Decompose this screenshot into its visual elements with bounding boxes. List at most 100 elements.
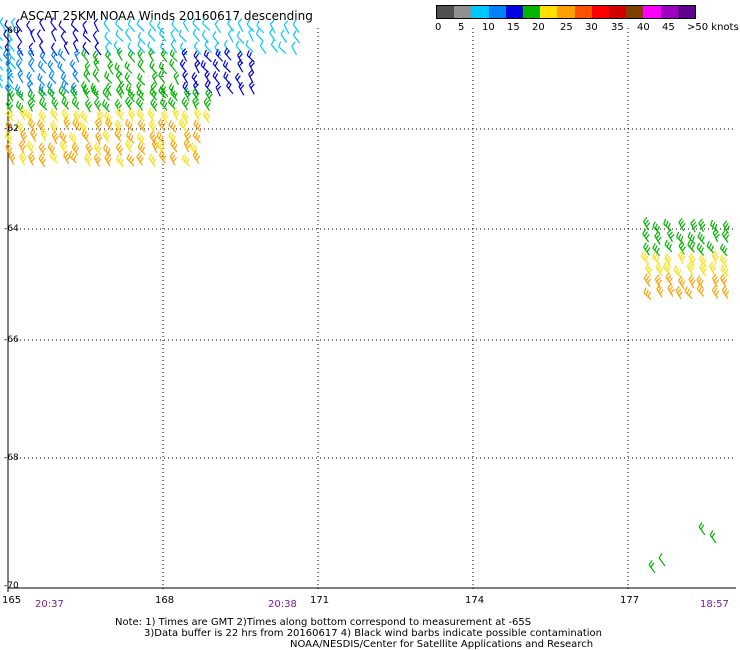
wind-barb	[15, 18, 23, 33]
wind-barb	[136, 18, 145, 32]
wind-barb	[47, 142, 56, 156]
lon-label: 177	[620, 595, 640, 606]
wind-barbs	[0, 17, 731, 574]
wind-barb	[696, 275, 704, 289]
wind-barb	[26, 140, 35, 154]
wind-barb	[94, 42, 102, 56]
wind-barb	[193, 119, 202, 133]
wind-barb	[16, 47, 23, 62]
wind-barb	[82, 20, 88, 35]
wind-barb	[171, 19, 179, 33]
wind-barb	[137, 49, 144, 63]
legend-label: 45	[662, 22, 675, 33]
wind-barb	[158, 150, 167, 164]
wind-barb	[192, 130, 201, 144]
wind-barb	[158, 85, 167, 99]
legend-swatch	[591, 6, 610, 18]
wind-barb	[687, 231, 696, 245]
wind-barb	[5, 108, 14, 122]
wind-barb	[204, 80, 213, 94]
lat-label: -60	[4, 26, 19, 36]
wind-barb	[105, 117, 113, 131]
wind-barb	[688, 274, 696, 289]
wind-barb	[57, 48, 66, 62]
wind-barb	[102, 87, 110, 101]
wind-barb	[127, 49, 136, 63]
wind-barb	[7, 88, 15, 102]
wind-barb	[49, 151, 58, 164]
wind-barb	[148, 153, 157, 167]
wind-barb	[193, 50, 201, 65]
legend-swatch	[523, 6, 541, 18]
wind-barb	[237, 58, 244, 73]
wind-barb	[126, 153, 135, 167]
wind-barb	[212, 58, 221, 72]
wind-barb	[652, 243, 660, 256]
wind-barb	[642, 228, 650, 243]
wind-barb	[102, 129, 111, 144]
wind-barb	[136, 132, 146, 146]
wind-barb	[158, 70, 166, 84]
wind-barb	[5, 99, 14, 113]
wind-barb	[202, 109, 211, 124]
legend-label: 20	[532, 22, 545, 33]
wind-barb	[114, 99, 123, 113]
wind-barb	[6, 77, 15, 90]
wind-barb	[93, 57, 100, 72]
wind-barb	[19, 151, 27, 166]
wind-barb	[170, 88, 178, 102]
legend-swatch	[488, 6, 506, 18]
wind-barb	[60, 31, 68, 45]
wind-barb	[283, 20, 290, 34]
wind-barb	[662, 262, 671, 275]
pass-time-label: 20:37	[35, 599, 64, 610]
wind-barb	[50, 120, 58, 135]
wind-barb	[137, 59, 145, 73]
wind-barb	[80, 81, 88, 95]
note-line-1: Note: 1) Times are GMT 2)Times along bot…	[115, 617, 532, 628]
wind-barb	[182, 18, 189, 32]
wind-barb	[136, 152, 144, 166]
wind-barb	[82, 41, 90, 55]
wind-barb	[85, 142, 93, 156]
wind-barb	[168, 120, 177, 133]
wind-barb	[710, 219, 719, 233]
wind-barb	[711, 250, 720, 265]
wind-barb	[91, 85, 100, 99]
wind-barb	[192, 18, 201, 31]
wind-barb	[48, 71, 57, 85]
wind-barb	[248, 80, 255, 95]
wind-barb	[654, 231, 662, 245]
wind-barb	[114, 128, 122, 142]
wind-barb	[203, 97, 211, 111]
wind-barb	[278, 41, 287, 55]
wind-barb	[127, 89, 136, 103]
wind-barb	[688, 252, 696, 267]
wind-barb	[193, 107, 202, 121]
wind-barb	[103, 18, 111, 33]
wind-barb	[124, 61, 133, 74]
wind-barb	[720, 264, 730, 278]
wind-barb	[223, 71, 231, 85]
lon-label: 174	[465, 595, 485, 606]
wind-barb	[36, 119, 45, 133]
wind-barb	[26, 71, 34, 85]
wind-barb	[136, 81, 143, 95]
wind-barb	[51, 130, 59, 145]
wind-barb	[192, 150, 201, 164]
wind-barb	[645, 263, 653, 277]
wind-barb	[8, 151, 16, 165]
wind-barb	[15, 88, 25, 101]
wind-barb	[96, 109, 105, 123]
wind-barb	[82, 85, 90, 99]
wind-barb	[215, 82, 222, 97]
wind-barb	[205, 88, 213, 102]
note-line-2: 3)Data buffer is 22 hrs from 20160617 4)…	[144, 628, 602, 639]
wind-barb	[170, 139, 178, 153]
wind-barb	[698, 522, 706, 536]
wind-barb	[234, 72, 242, 87]
wind-barb	[722, 220, 731, 234]
pass-time-label: 20:38	[268, 599, 297, 610]
wind-barb	[40, 127, 48, 142]
